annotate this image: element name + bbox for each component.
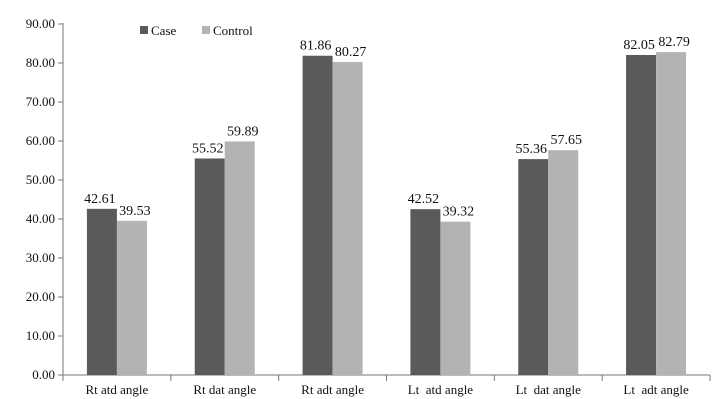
data-label: 39.32 <box>443 205 475 220</box>
legend-swatch-control <box>202 26 210 34</box>
data-label: 82.05 <box>623 38 655 53</box>
y-tick-label: 40.00 <box>26 211 55 226</box>
bar-control <box>440 221 471 375</box>
bar-control <box>224 141 255 375</box>
data-label: 80.27 <box>335 45 367 60</box>
data-label: 82.79 <box>658 35 690 50</box>
x-tick-label: Lt atd angle <box>408 382 474 397</box>
bar-control <box>656 52 687 376</box>
y-tick-label: 60.00 <box>26 133 55 148</box>
legend-swatch-case <box>140 26 148 34</box>
y-tick-label: 0.00 <box>32 367 55 382</box>
y-tick-label: 30.00 <box>26 250 55 265</box>
bar-case <box>302 55 333 375</box>
legend-label-case: Case <box>151 23 177 38</box>
x-tick-label: Rt adt angle <box>301 382 364 397</box>
x-tick-label: Lt adt angle <box>623 382 689 397</box>
x-tick-label: Lt dat angle <box>516 382 582 397</box>
y-tick-label: 90.00 <box>26 16 55 31</box>
y-tick-label: 70.00 <box>26 94 55 109</box>
data-label: 81.86 <box>300 39 332 54</box>
bar-case <box>518 159 549 375</box>
bar-control <box>548 150 579 375</box>
x-tick-label: Rt atd angle <box>86 382 149 397</box>
data-label: 42.61 <box>84 192 116 207</box>
legend-label-control: Control <box>213 23 253 38</box>
bar-control <box>332 61 363 376</box>
data-label: 59.89 <box>227 124 259 139</box>
bar-case <box>86 208 117 375</box>
y-tick-label: 50.00 <box>26 172 55 187</box>
bar-case <box>194 158 225 375</box>
data-label: 55.52 <box>192 141 224 156</box>
y-tick-label: 20.00 <box>26 289 55 304</box>
data-label: 39.53 <box>119 204 151 219</box>
data-label: 57.65 <box>551 133 583 148</box>
data-label: 42.52 <box>408 192 440 207</box>
bar-case <box>626 55 657 375</box>
data-label: 55.36 <box>516 142 548 157</box>
y-tick-label: 80.00 <box>26 55 55 70</box>
bar-case <box>410 209 441 375</box>
x-tick-label: Rt dat angle <box>193 382 256 397</box>
y-tick-label: 10.00 <box>26 328 55 343</box>
bar-control <box>116 220 147 375</box>
